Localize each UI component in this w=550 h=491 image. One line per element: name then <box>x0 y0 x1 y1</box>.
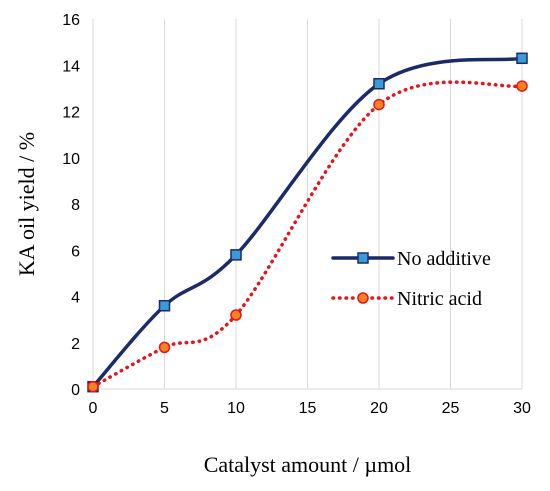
x-tick-label-0: 0 <box>89 400 98 417</box>
y-tick-label-0: 0 <box>71 382 80 399</box>
x-tick-label-30: 30 <box>513 400 531 417</box>
x-tick-label-25: 25 <box>442 400 460 417</box>
series-2-point-4 <box>516 80 528 92</box>
y-tick-label-10: 10 <box>62 151 80 168</box>
legend-label-1: No additive <box>397 248 491 270</box>
series-1-point-1 <box>158 300 171 312</box>
legend: No additive Nitric acid <box>331 248 491 310</box>
series-2-point-1 <box>158 341 171 354</box>
y-tick-label-12: 12 <box>62 105 80 122</box>
y-tick-label-4: 4 <box>71 290 80 307</box>
y-axis-title: KA oil yield / % <box>14 132 39 276</box>
series-2-point-2 <box>230 309 242 321</box>
legend-marker-2 <box>357 292 369 304</box>
series-line-1 <box>91 56 524 389</box>
legend-marker-1 <box>357 252 369 264</box>
tick-labels: 0 2 4 6 8 10 12 14 16 0 5 10 15 20 25 30 <box>62 12 531 417</box>
y-tick-label-16: 16 <box>62 12 80 29</box>
series-2-point-3 <box>373 98 385 111</box>
axes <box>92 19 522 390</box>
x-tick-label-15: 15 <box>299 400 317 417</box>
y-tick-label-6: 6 <box>71 243 80 260</box>
x-tick-label-10: 10 <box>227 400 245 417</box>
series-1-point-3 <box>373 78 385 90</box>
series-1-point-2 <box>230 249 242 261</box>
series-1-point-4 <box>516 52 528 65</box>
x-axis-title: Catalyst amount / µmol <box>204 452 412 477</box>
y-tick-label-8: 8 <box>71 197 80 214</box>
series-2-point-0 <box>87 380 99 393</box>
x-tick-label-5: 5 <box>160 400 169 417</box>
y-tick-label-2: 2 <box>71 336 80 353</box>
series-line-2 <box>91 80 524 389</box>
y-tick-label-14: 14 <box>62 58 80 75</box>
x-tick-label-20: 20 <box>370 400 388 417</box>
legend-label-2: Nitric acid <box>397 288 482 310</box>
series-layer <box>87 52 528 393</box>
